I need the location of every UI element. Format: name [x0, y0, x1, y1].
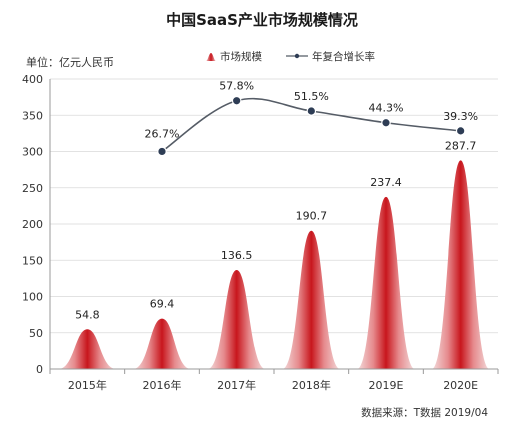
growth-rate-marker	[381, 117, 391, 128]
bar-value-labels: 54.8 69.4 136.5 190.7 237.4 287.7	[75, 139, 476, 321]
bar	[431, 160, 490, 369]
growth-rate-label: 51.5%	[294, 90, 329, 103]
x-tick-label: 2017年	[217, 378, 256, 392]
bar	[357, 196, 415, 369]
source-note: 数据来源：T数据 2019/04	[361, 406, 488, 419]
y-tick-label: 50	[29, 327, 43, 340]
x-tick-label: 2020E	[443, 379, 478, 392]
legend-label-growth-rate: 年复合增长率	[312, 50, 375, 63]
x-axis: 2015年 2016年 2017年 2018年 2019E 2020E	[49, 368, 499, 392]
x-tick-label: 2018年	[292, 378, 331, 392]
bar-value-label: 69.4	[150, 298, 175, 311]
growth-rate-label: 39.3%	[443, 110, 478, 123]
legend: 市场规模 年复合增长率	[206, 50, 375, 63]
x-tick-label: 2016年	[143, 378, 182, 392]
growth-rate-series: 26.7% 57.8% 51.5% 44.3% 39.3%	[145, 80, 478, 157]
bar	[58, 329, 117, 369]
bar-value-label: 190.7	[296, 210, 328, 223]
bar-value-label: 136.5	[221, 249, 253, 262]
legend-label-market-size: 市场规模	[220, 50, 262, 63]
growth-rate-label: 57.8%	[219, 80, 254, 93]
bar	[133, 318, 191, 369]
growth-rate-marker	[231, 95, 242, 106]
x-tick-label: 2015年	[68, 378, 107, 392]
bar-value-label: 54.8	[75, 308, 100, 321]
growth-rate-marker	[306, 106, 317, 116]
y-tick-label: 100	[22, 291, 43, 304]
y-tick-label: 0	[36, 363, 43, 376]
y-tick-label: 350	[22, 109, 43, 122]
y-tick-label: 400	[22, 73, 43, 86]
growth-rate-marker	[455, 126, 466, 136]
y-tick-label: 200	[22, 218, 43, 231]
y-tick-label: 300	[22, 146, 43, 159]
bar-value-label: 287.7	[445, 139, 477, 152]
bar	[207, 270, 266, 369]
x-tick-label: 2019E	[369, 379, 404, 392]
legend-swatch-growth-rate-marker	[294, 53, 300, 59]
growth-rate-marker	[157, 146, 167, 157]
growth-rate-label: 26.7%	[145, 127, 180, 140]
y-tick-label: 150	[22, 254, 43, 267]
legend-swatch-market-size	[206, 53, 216, 61]
y-axis: 0 50 100 150 200 250 300 350 400	[22, 73, 51, 376]
chart-title: 中国SaaS产业市场规模情况	[166, 11, 358, 29]
bar	[282, 230, 341, 369]
bar-value-label: 237.4	[370, 176, 402, 189]
gridlines	[50, 78, 498, 334]
y-tick-label: 250	[22, 182, 43, 195]
bar-series	[58, 160, 490, 369]
unit-label: 单位：亿元人民币	[26, 55, 114, 69]
growth-rate-label: 44.3%	[369, 102, 404, 115]
